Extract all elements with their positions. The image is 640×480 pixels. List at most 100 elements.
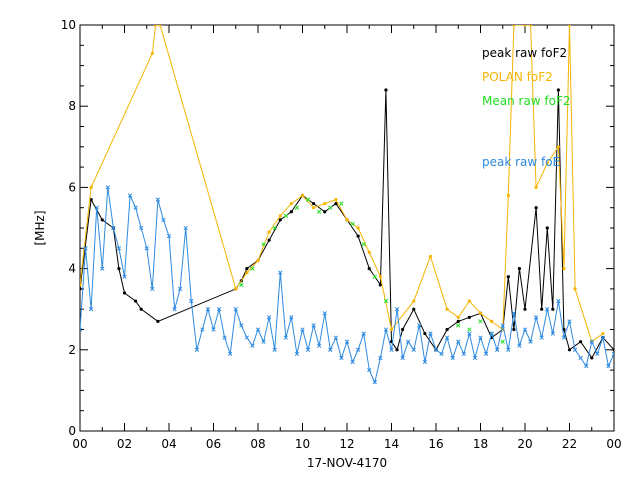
- data-point: [467, 327, 472, 332]
- data-point: [289, 315, 294, 320]
- data-point: [512, 327, 516, 332]
- x-tick-label: 08: [250, 437, 265, 451]
- data-point: [567, 348, 572, 352]
- data-point: [445, 307, 449, 311]
- data-point: [133, 205, 138, 210]
- y-tick-label: 10: [61, 18, 76, 32]
- x-tick-label: 04: [161, 437, 176, 451]
- data-point: [433, 347, 439, 352]
- legend-entry-peak-raw-fof2: peak raw foF2: [482, 46, 567, 60]
- y-axis: 0 2 4 6 8 10: [61, 18, 614, 438]
- data-point: [595, 351, 600, 357]
- data-point: [572, 347, 578, 352]
- data-point: [533, 315, 539, 320]
- data-point: [239, 323, 244, 328]
- data-point: [289, 202, 293, 206]
- data-point: [272, 225, 277, 231]
- data-point: [272, 347, 277, 352]
- data-point: [333, 335, 339, 340]
- data-point: [177, 286, 183, 292]
- data-point: [411, 347, 416, 352]
- data-point: [166, 233, 172, 239]
- data-point: [283, 213, 288, 218]
- data-point: [389, 347, 394, 352]
- x-tick-label: 20: [517, 437, 532, 451]
- data-point: [478, 311, 483, 315]
- data-point: [183, 225, 188, 231]
- data-point: [317, 343, 322, 348]
- data-point: [456, 323, 461, 328]
- data-point: [417, 323, 422, 328]
- data-point: [461, 351, 466, 357]
- data-point: [283, 335, 288, 340]
- data-point: [522, 327, 528, 332]
- series-3: [80, 185, 614, 385]
- data-point: [523, 307, 527, 311]
- series-line: [80, 25, 604, 343]
- data-point: [611, 351, 614, 357]
- data-point: [339, 201, 344, 206]
- x-tick-label: 12: [339, 437, 354, 451]
- data-point: [467, 331, 472, 336]
- data-point: [612, 348, 614, 352]
- series-layer: [80, 25, 614, 385]
- data-point: [356, 226, 360, 230]
- x-tick-label: 00: [606, 437, 621, 451]
- data-point: [590, 356, 594, 360]
- legend: peak raw foF2 POLAN foF2 Mean raw foF2 p…: [482, 46, 571, 169]
- data-point: [400, 355, 405, 361]
- data-point: [511, 311, 517, 316]
- data-point: [361, 242, 366, 247]
- data-point: [394, 307, 400, 312]
- data-point: [423, 331, 427, 336]
- data-point: [378, 355, 383, 361]
- data-point: [256, 258, 260, 263]
- data-point: [561, 335, 567, 340]
- data-point: [155, 197, 161, 202]
- x-tick-label: 00: [72, 437, 87, 451]
- data-point: [367, 250, 371, 254]
- y-tick-label: 0: [68, 424, 76, 438]
- data-point: [250, 343, 255, 348]
- data-point: [328, 205, 333, 210]
- data-point: [528, 25, 533, 27]
- data-point: [406, 339, 411, 344]
- data-point: [412, 307, 416, 311]
- data-point: [562, 267, 566, 271]
- data-point: [312, 206, 316, 210]
- data-point: [483, 351, 489, 357]
- data-point: [500, 339, 505, 344]
- data-point: [158, 25, 162, 27]
- data-point: [378, 283, 382, 287]
- x-axis-label: 17-NOV-4170: [307, 456, 387, 470]
- data-point: [589, 339, 594, 344]
- data-point: [383, 327, 389, 332]
- data-point: [239, 282, 244, 287]
- data-point: [500, 323, 505, 328]
- data-point: [328, 347, 333, 352]
- data-point: [305, 347, 311, 352]
- data-point: [250, 266, 255, 271]
- data-point: [345, 218, 349, 222]
- data-point: [545, 307, 550, 312]
- data-point: [245, 267, 249, 271]
- data-point: [372, 380, 377, 385]
- data-point: [116, 246, 122, 251]
- series-1: [80, 25, 605, 344]
- data-point: [100, 266, 105, 271]
- data-point: [228, 351, 233, 357]
- data-point: [372, 274, 377, 279]
- data-point: [467, 315, 471, 319]
- data-point: [334, 202, 338, 206]
- data-point: [89, 197, 93, 202]
- data-point: [83, 246, 88, 251]
- data-point: [233, 307, 238, 312]
- data-point: [428, 254, 433, 259]
- data-point: [278, 218, 282, 222]
- data-point: [344, 339, 350, 344]
- data-point: [556, 298, 561, 304]
- data-point: [456, 315, 460, 319]
- x-tick-label: 02: [117, 437, 132, 451]
- data-point: [150, 51, 154, 56]
- data-point: [150, 286, 155, 292]
